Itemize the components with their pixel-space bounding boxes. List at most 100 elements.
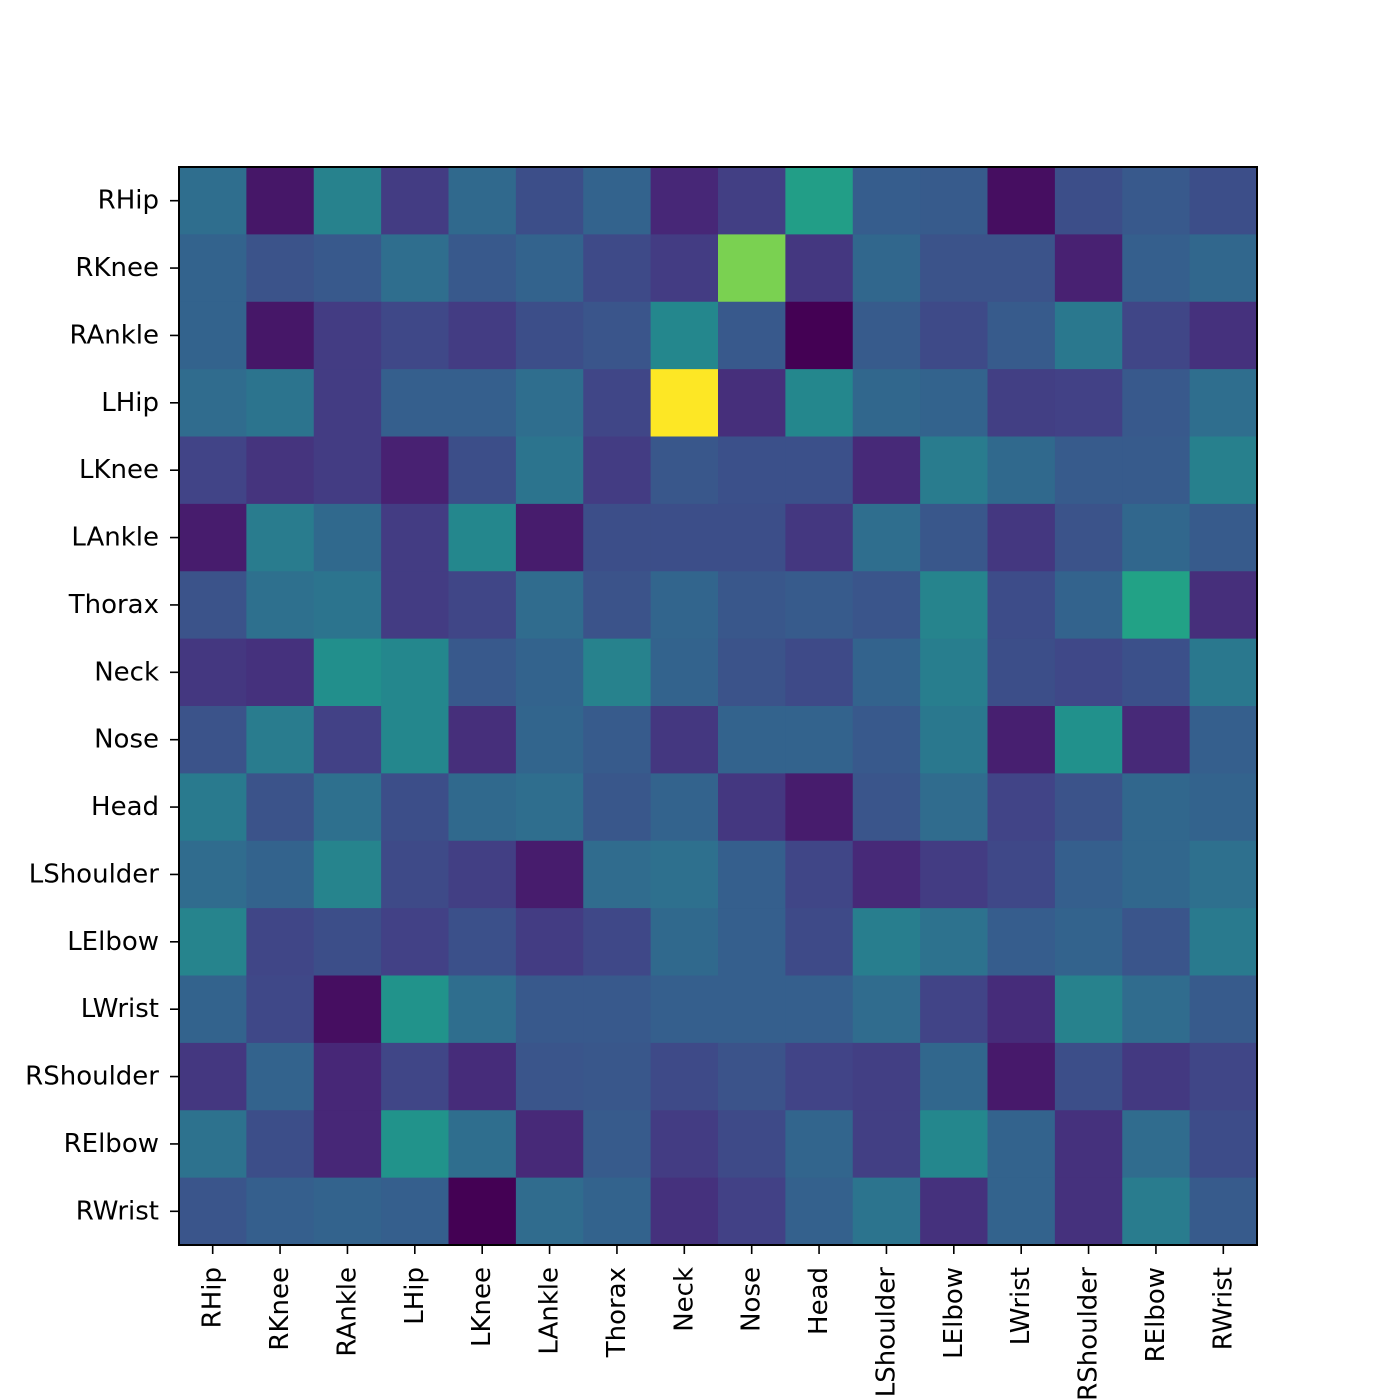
- heatmap-cell-Head-RWrist: [1189, 773, 1258, 842]
- heatmap-cell-LAnkle-LShoulder: [852, 503, 921, 572]
- heatmap-cell-LShoulder-Thorax: [583, 840, 652, 909]
- heatmap-cell-Head-LKnee: [448, 773, 517, 842]
- heatmap-cell-RHip-LElbow: [920, 167, 989, 235]
- heatmap-cell-LShoulder-LWrist: [987, 840, 1056, 909]
- heatmap-cell-Nose-LWrist: [987, 706, 1056, 774]
- x-tick-label: LAnkle: [535, 1267, 565, 1355]
- heatmap-cell-LHip-RKnee: [246, 369, 315, 438]
- heatmap-cell-RAnkle-LAnkle: [515, 301, 584, 370]
- heatmap-cell-Thorax-LWrist: [987, 571, 1056, 640]
- heatmap-cell-RAnkle-RKnee: [246, 301, 315, 370]
- heatmap-cell-LKnee-LKnee: [448, 436, 517, 505]
- heatmap-cell-RWrist-RWrist: [1189, 1177, 1258, 1246]
- heatmap-cell-Nose-LHip: [381, 706, 450, 774]
- heatmap-cell-RWrist-RAnkle: [313, 1177, 382, 1246]
- heatmap-cell-LWrist-LKnee: [448, 975, 517, 1044]
- heatmap-cell-LWrist-Head: [785, 975, 854, 1044]
- heatmap-cell-RHip-RAnkle: [313, 167, 382, 235]
- heatmap-cell-Neck-LKnee: [448, 638, 517, 707]
- y-axis-ticks: RHip RKnee RAnkle LHip LKnee LAnkle Thorax Neck…: [25, 186, 179, 1226]
- heatmap-cell-LElbow-LWrist: [987, 908, 1056, 977]
- heatmap-cell-Neck-LShoulder: [852, 638, 921, 707]
- heatmap-cell-RKnee-LWrist: [987, 234, 1056, 303]
- heatmap-cell-LKnee-RHip: [179, 436, 247, 505]
- heatmap-cell-RAnkle-LHip: [381, 301, 450, 370]
- heatmap-cell-RElbow-LAnkle: [515, 1110, 584, 1179]
- heatmap-cell-LKnee-Head: [785, 436, 854, 505]
- heatmap-cell-RKnee-LKnee: [448, 234, 517, 303]
- heatmap-cell-LKnee-LHip: [381, 436, 450, 505]
- heatmap-cell-RElbow-Head: [785, 1110, 854, 1179]
- heatmap-cell-RElbow-RHip: [179, 1110, 247, 1179]
- heatmap-cell-Neck-LWrist: [987, 638, 1056, 707]
- heatmap-cell-RElbow-RKnee: [246, 1110, 315, 1179]
- heatmap-cell-Nose-Thorax: [583, 706, 652, 774]
- heatmap-cell-Nose-RAnkle: [313, 706, 382, 774]
- heatmap-cell-RShoulder-RHip: [179, 1042, 247, 1111]
- heatmap-cell-Head-RHip: [179, 773, 247, 842]
- heatmap-cell-RAnkle-RAnkle: [313, 301, 382, 370]
- heatmap-cell-RKnee-LShoulder: [852, 234, 921, 303]
- heatmap-cell-RHip-LKnee: [448, 167, 517, 235]
- heatmap-cell-RWrist-LShoulder: [852, 1177, 921, 1246]
- heatmap-cell-LWrist-RElbow: [1122, 975, 1191, 1044]
- heatmap-cell-LAnkle-LHip: [381, 503, 450, 572]
- heatmap-cell-RKnee-Nose: [718, 234, 786, 303]
- heatmap-cell-LKnee-RWrist: [1189, 436, 1258, 505]
- heatmap-cell-LHip-RWrist: [1189, 369, 1258, 438]
- heatmap-cell-RKnee-RKnee: [246, 234, 315, 303]
- heatmap-cell-Thorax-LElbow: [920, 571, 989, 640]
- heatmap-cell-LHip-LAnkle: [515, 369, 584, 438]
- heatmap-cell-Thorax-RElbow: [1122, 571, 1191, 640]
- heatmap-cell-LWrist-LElbow: [920, 975, 989, 1044]
- heatmap-cell-LElbow-Neck: [650, 908, 719, 977]
- heatmap-cell-RAnkle-LShoulder: [852, 301, 921, 370]
- heatmap-cell-Neck-RKnee: [246, 638, 315, 707]
- x-tick-label: LElbow: [939, 1267, 969, 1359]
- heatmap-cell-Thorax-LAnkle: [515, 571, 584, 640]
- heatmap-cell-Nose-Neck: [650, 706, 719, 774]
- heatmap-cell-Nose-LElbow: [920, 706, 989, 774]
- heatmap-cell-LWrist-LShoulder: [852, 975, 921, 1044]
- heatmap-cell-Nose-RElbow: [1122, 706, 1191, 774]
- heatmap-cell-LWrist-RAnkle: [313, 975, 382, 1044]
- heatmap-cell-LAnkle-RShoulder: [1054, 503, 1123, 572]
- heatmap-cell-RWrist-RElbow: [1122, 1177, 1191, 1246]
- x-tick-label: LWrist: [1006, 1267, 1036, 1345]
- heatmap-cell-RHip-LAnkle: [515, 167, 584, 235]
- heatmap-cell-RElbow-LShoulder: [852, 1110, 921, 1179]
- heatmap-cell-Head-Nose: [718, 773, 786, 842]
- y-tick-label: RHip: [98, 186, 159, 216]
- heatmap-cell-RElbow-LHip: [381, 1110, 450, 1179]
- heatmap-cell-LShoulder-RHip: [179, 840, 247, 909]
- heatmap-cell-RShoulder-RShoulder: [1054, 1042, 1123, 1111]
- y-tick-label: RShoulder: [25, 1062, 159, 1092]
- heatmap-cell-LElbow-LAnkle: [515, 908, 584, 977]
- heatmap-cell-LWrist-LAnkle: [515, 975, 584, 1044]
- heatmap-cell-RAnkle-RHip: [179, 301, 247, 370]
- heatmap-cell-Neck-LAnkle: [515, 638, 584, 707]
- heatmap-cell-RKnee-RWrist: [1189, 234, 1258, 303]
- heatmap-cell-Nose-Head: [785, 706, 854, 774]
- heatmap-cell-RShoulder-LHip: [381, 1042, 450, 1111]
- heatmap-cell-Neck-RWrist: [1189, 638, 1258, 707]
- heatmap-cell-Head-RShoulder: [1054, 773, 1123, 842]
- heatmap-cell-LKnee-LShoulder: [852, 436, 921, 505]
- heatmap-cell-RHip-LShoulder: [852, 167, 921, 235]
- heatmap-cell-Neck-LHip: [381, 638, 450, 707]
- heatmap-cell-LHip-Neck: [650, 369, 719, 438]
- heatmap-cell-Thorax-RAnkle: [313, 571, 382, 640]
- heatmap-cell-LHip-LWrist: [987, 369, 1056, 438]
- heatmap-cell-LHip-Head: [785, 369, 854, 438]
- heatmap-cell-LShoulder-LHip: [381, 840, 450, 909]
- heatmap-cell-RShoulder-LKnee: [448, 1042, 517, 1111]
- heatmap-cell-LKnee-LElbow: [920, 436, 989, 505]
- heatmap-cell-RElbow-LWrist: [987, 1110, 1056, 1179]
- heatmap-cell-LKnee-LWrist: [987, 436, 1056, 505]
- heatmap-cell-RShoulder-Neck: [650, 1042, 719, 1111]
- heatmap-cell-RHip-Nose: [718, 167, 786, 235]
- heatmap-cell-Nose-RShoulder: [1054, 706, 1123, 774]
- heatmap-cell-RAnkle-Head: [785, 301, 854, 370]
- heatmap-cell-Thorax-RHip: [179, 571, 247, 640]
